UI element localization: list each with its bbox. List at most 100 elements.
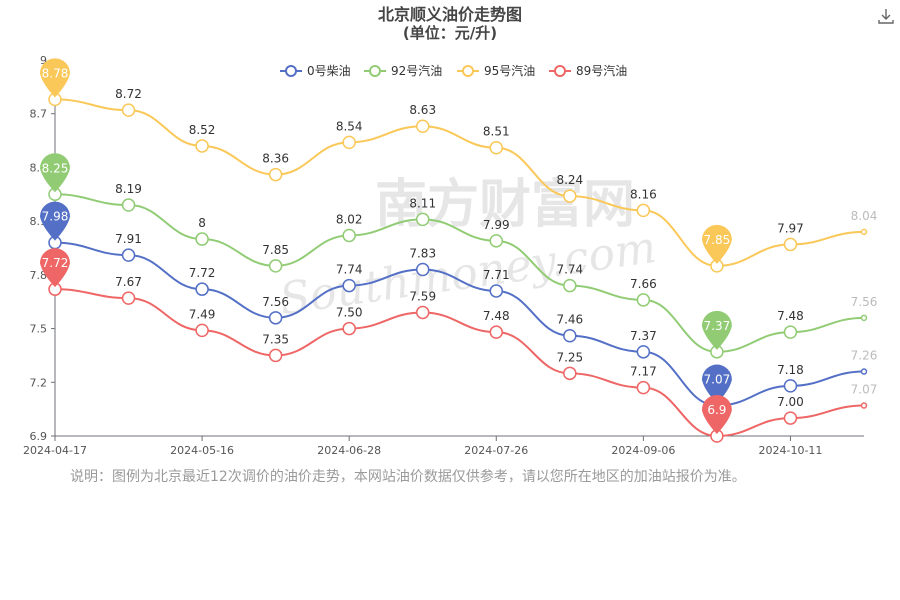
data-point xyxy=(121,248,136,262)
min-pin-shape xyxy=(701,224,732,264)
y-tick-label: 7.8 xyxy=(30,269,48,282)
series-2 xyxy=(48,92,868,273)
x-tick-label: 2024-04-17 xyxy=(23,444,87,457)
data-label: 7.83 xyxy=(409,246,436,260)
data-label: 7.18 xyxy=(777,363,804,377)
data-labels: 7.91 7.72 7.56 7.74 7.83 7.71 7.46 7.37 7.18 7.26… xyxy=(115,87,877,409)
legend-item[interactable]: 89号汽油 xyxy=(549,63,627,78)
data-point xyxy=(563,278,577,293)
data-point xyxy=(342,135,356,150)
min-pin: 7.37 xyxy=(701,310,732,350)
max-pin-shape xyxy=(40,248,70,288)
data-label: 7.48 xyxy=(777,309,804,323)
data-label: 7.25 xyxy=(556,350,583,364)
data-label: 7.97 xyxy=(777,221,804,235)
y-tick-label: 7.5 xyxy=(30,323,48,336)
data-label: 8 xyxy=(198,216,206,230)
min-pin-label: 7.37 xyxy=(704,319,731,333)
min-pin-label: 7.07 xyxy=(704,373,731,387)
data-label: 8.52 xyxy=(189,123,216,137)
data-point xyxy=(342,321,356,336)
data-label: 7.74 xyxy=(336,263,363,277)
min-pin: 6.9 xyxy=(701,395,732,434)
data-label: 7.48 xyxy=(483,309,510,323)
legend-item[interactable]: 92号汽油 xyxy=(364,63,442,78)
data-label: 8.11 xyxy=(409,196,436,210)
data-label: 8.54 xyxy=(336,119,363,133)
legend-swatch-marker xyxy=(462,65,474,77)
data-label: 7.66 xyxy=(630,277,657,291)
data-point xyxy=(268,348,283,363)
series-1 xyxy=(48,187,868,359)
data-point xyxy=(636,380,651,395)
y-tick-label: 9 xyxy=(40,54,47,67)
legend[interactable]: 0号柴油 92号汽油 95号汽油 89号汽油 xyxy=(280,63,627,78)
data-point xyxy=(195,232,209,246)
extreme-markers: 7.98 7.07 8.25 7.37 8.78 7.85 7.72 6.9 xyxy=(40,58,732,434)
legend-item[interactable]: 95号汽油 xyxy=(457,63,535,78)
data-point xyxy=(195,323,209,338)
data-point xyxy=(415,262,430,277)
data-label: 7.50 xyxy=(336,306,363,320)
data-label: 7.71 xyxy=(483,268,510,282)
data-point xyxy=(489,284,504,298)
data-point xyxy=(563,189,577,203)
min-pin: 7.07 xyxy=(701,364,732,404)
data-label: 7.59 xyxy=(409,289,436,303)
data-label: 7.67 xyxy=(115,275,142,289)
max-pin-shape xyxy=(40,58,70,98)
max-pin: 8.25 xyxy=(40,153,70,193)
data-label: 7.26 xyxy=(851,349,878,363)
max-pin-label: 7.98 xyxy=(42,210,69,224)
watermark-text-cn: 南方财富网 xyxy=(375,175,635,235)
legend-swatch-marker xyxy=(285,65,297,77)
data-label: 8.72 xyxy=(115,87,142,101)
legend-swatch-marker xyxy=(554,65,566,77)
data-label: 7.56 xyxy=(262,295,289,309)
legend-swatch-marker xyxy=(369,65,381,77)
data-label: 8.36 xyxy=(262,152,289,166)
legend-label: 89号汽油 xyxy=(576,63,627,78)
data-point xyxy=(121,291,136,305)
data-label: 7.07 xyxy=(851,383,878,397)
data-label: 7.17 xyxy=(630,365,657,379)
data-point xyxy=(268,311,283,325)
data-point xyxy=(415,212,430,227)
data-label: 7.72 xyxy=(189,266,216,280)
chart-note: 说明：图例为北京最近12次调价的油价走势，本网站油价数据仅供参考，请以您所在地区… xyxy=(70,469,746,485)
series-layer xyxy=(48,92,868,443)
data-point xyxy=(563,366,577,381)
data-label: 8.02 xyxy=(336,212,363,226)
max-pin: 8.78 xyxy=(40,58,70,98)
data-point xyxy=(489,325,504,339)
legend-item[interactable]: 0号柴油 xyxy=(280,64,351,78)
data-label: 8.63 xyxy=(409,103,436,117)
data-label: 7.49 xyxy=(189,307,216,321)
data-point xyxy=(860,402,868,409)
x-tick-label: 2024-05-16 xyxy=(170,444,234,457)
legend-label: 95号汽油 xyxy=(484,63,535,78)
data-point xyxy=(268,167,283,182)
data-point xyxy=(783,379,798,393)
data-point xyxy=(860,228,868,236)
y-tick-label: 8.7 xyxy=(30,108,48,121)
data-label: 8.04 xyxy=(851,209,878,223)
legend-label: 0号柴油 xyxy=(307,64,351,78)
min-pin-label: 7.85 xyxy=(704,233,731,247)
x-tick-label: 2024-10-11 xyxy=(758,444,822,457)
max-pin-label: 7.72 xyxy=(42,256,69,270)
data-point xyxy=(860,368,868,375)
data-point xyxy=(860,314,868,322)
chart-subtitle: (单位：元/升) xyxy=(403,24,497,42)
min-pin-shape xyxy=(701,364,732,404)
max-pin-shape xyxy=(40,201,70,241)
watermark: 南方财富网 Southmoney.com xyxy=(277,175,660,325)
data-label: 8.19 xyxy=(115,182,142,196)
data-point xyxy=(121,198,136,212)
x-tick-label: 2024-07-26 xyxy=(464,444,528,457)
data-label: 7.91 xyxy=(115,232,142,246)
data-point xyxy=(342,278,356,293)
download-icon[interactable] xyxy=(876,6,896,26)
max-pin-shape xyxy=(40,153,70,193)
